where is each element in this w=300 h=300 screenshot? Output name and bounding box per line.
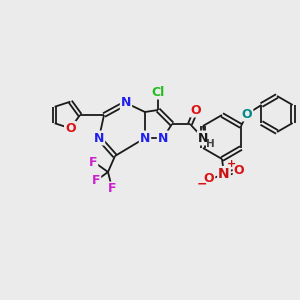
Text: N: N: [218, 167, 230, 181]
Text: F: F: [92, 173, 100, 187]
Text: N: N: [121, 97, 131, 110]
Text: Cl: Cl: [152, 85, 165, 98]
Text: N: N: [198, 131, 208, 145]
Text: N: N: [140, 131, 150, 145]
Text: O: O: [191, 103, 201, 116]
Text: −: −: [197, 178, 207, 190]
Text: O: O: [65, 122, 76, 135]
Text: N: N: [158, 131, 168, 145]
Text: +: +: [226, 159, 236, 169]
Text: F: F: [89, 155, 97, 169]
Text: H: H: [206, 139, 214, 149]
Text: N: N: [94, 131, 104, 145]
Text: F: F: [108, 182, 116, 196]
Text: O: O: [234, 164, 244, 178]
Text: O: O: [204, 172, 214, 185]
Text: O: O: [242, 107, 252, 121]
